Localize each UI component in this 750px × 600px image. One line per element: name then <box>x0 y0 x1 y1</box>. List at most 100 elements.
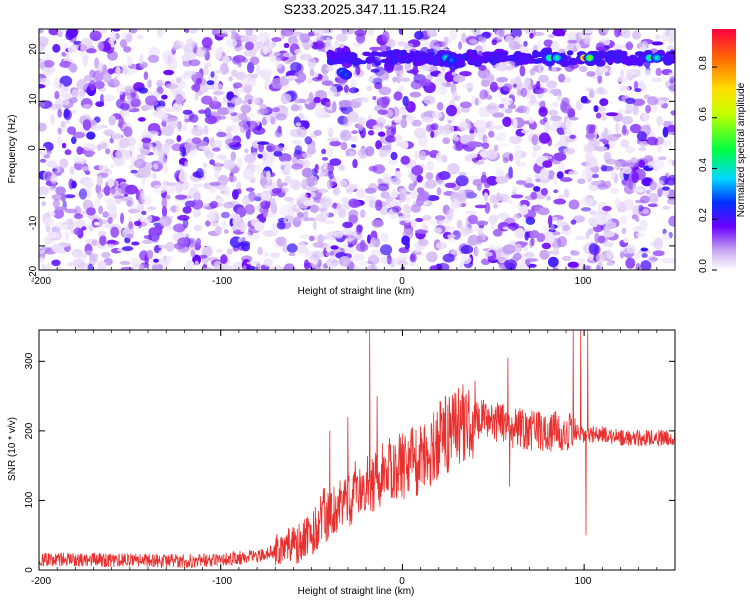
heatmap-cell <box>335 33 348 42</box>
heatmap-cell <box>603 225 611 233</box>
heatmap-cell <box>415 196 424 207</box>
colorbar-tick-label: 0.8 <box>698 56 709 70</box>
heatmap-cell <box>635 251 641 260</box>
heatmap-cell <box>414 30 424 40</box>
heatmap-cell <box>138 87 148 94</box>
heatmap-cell <box>652 104 658 114</box>
heatmap-cell <box>325 101 331 108</box>
heatmap-cell <box>512 118 518 129</box>
heatmap-cell <box>459 101 472 109</box>
heatmap-feature-core <box>554 55 559 60</box>
heatmap-cell <box>620 215 628 225</box>
heatmap-cell <box>158 216 172 227</box>
heatmap-cell <box>274 57 283 69</box>
bottom-y-axis-label: SNR (10 * v/v) <box>7 417 18 481</box>
heatmap-cell <box>548 233 555 244</box>
heatmap-cell <box>123 126 133 138</box>
heatmap-cell <box>379 256 389 265</box>
heatmap-cell <box>426 29 437 38</box>
heatmap-cell <box>341 29 347 35</box>
heatmap-cell <box>455 175 469 187</box>
heatmap-cell <box>129 257 141 266</box>
heatmap-band-cell <box>604 52 611 58</box>
heatmap-cell <box>136 34 144 40</box>
heatmap-cell <box>162 185 167 192</box>
heatmap-cell <box>311 256 316 269</box>
top-ytick-label: -20 <box>28 265 39 280</box>
heatmap-cell <box>67 126 77 135</box>
heatmap-cell <box>604 71 611 77</box>
heatmap-cell <box>241 76 255 86</box>
heatmap-cell <box>151 263 164 270</box>
heatmap-cell <box>43 154 51 159</box>
heatmap-cell <box>109 31 116 42</box>
heatmap-cell <box>60 120 66 128</box>
heatmap-cell <box>41 263 46 270</box>
heatmap-cell <box>377 70 390 81</box>
heatmap-cell <box>329 250 335 256</box>
heatmap-cell <box>110 164 115 169</box>
heatmap-cell <box>343 84 349 93</box>
heatmap-cell <box>478 36 487 43</box>
heatmap-cell <box>351 130 358 135</box>
heatmap-cell <box>283 263 296 270</box>
heatmap-cell <box>580 95 588 104</box>
heatmap-cell <box>647 96 659 106</box>
heatmap-cell <box>512 83 518 88</box>
heatmap-cell <box>559 134 566 143</box>
heatmap-cell <box>244 41 254 51</box>
heatmap-cell <box>45 53 52 60</box>
heatmap-cell <box>536 80 541 91</box>
heatmap-cell <box>645 104 652 114</box>
heatmap-cell <box>372 96 377 100</box>
heatmap-features <box>336 52 663 80</box>
heatmap-cell <box>533 186 541 192</box>
heatmap-cell <box>508 200 513 205</box>
heatmap-cell <box>575 100 583 111</box>
heatmap-cell <box>305 175 318 187</box>
heatmap-cell <box>496 76 509 83</box>
heatmap-cell <box>377 178 384 184</box>
heatmap-cell <box>83 74 92 82</box>
heatmap-cell <box>262 72 271 81</box>
heatmap-cell <box>655 67 662 77</box>
heatmap-cell <box>603 214 613 225</box>
heatmap-cell <box>452 136 460 142</box>
heatmap-cell <box>494 125 504 130</box>
heatmap-band-cell <box>381 51 388 58</box>
heatmap-cell <box>580 207 592 212</box>
heatmap-cell <box>651 41 664 46</box>
heatmap-cell <box>62 223 68 230</box>
heatmap-cell <box>368 76 375 83</box>
heatmap-cell <box>287 204 294 210</box>
heatmap-band-cell <box>473 59 482 67</box>
heatmap-cell <box>369 46 382 51</box>
heatmap-cell <box>153 222 161 227</box>
heatmap-cell <box>481 142 490 149</box>
heatmap-band-cell <box>532 58 541 64</box>
bottom-xtick-label: 0 <box>399 576 405 587</box>
heatmap-cell <box>188 59 201 67</box>
heatmap-cell <box>410 218 417 228</box>
heatmap-cell <box>312 219 317 231</box>
heatmap-cell <box>396 41 407 47</box>
heatmap-cell <box>495 267 503 270</box>
heatmap-cell <box>610 169 616 180</box>
heatmap-cell <box>404 43 414 49</box>
heatmap-cell <box>297 113 305 119</box>
heatmap-cell <box>502 83 512 92</box>
heatmap-band-cell <box>398 58 408 64</box>
heatmap-cell <box>519 65 526 77</box>
heatmap-cell <box>207 211 216 223</box>
heatmap-cell <box>518 161 526 168</box>
heatmap-cell <box>344 237 353 242</box>
heatmap-cell <box>507 103 517 110</box>
heatmap-cell <box>249 56 260 65</box>
heatmap-cell <box>398 247 410 254</box>
heatmap-cell <box>395 168 400 172</box>
heatmap-cell <box>226 38 238 48</box>
heatmap-cell <box>603 29 609 34</box>
heatmap-cell <box>380 244 393 256</box>
heatmap-cell <box>53 76 61 89</box>
heatmap-cell <box>177 120 182 130</box>
